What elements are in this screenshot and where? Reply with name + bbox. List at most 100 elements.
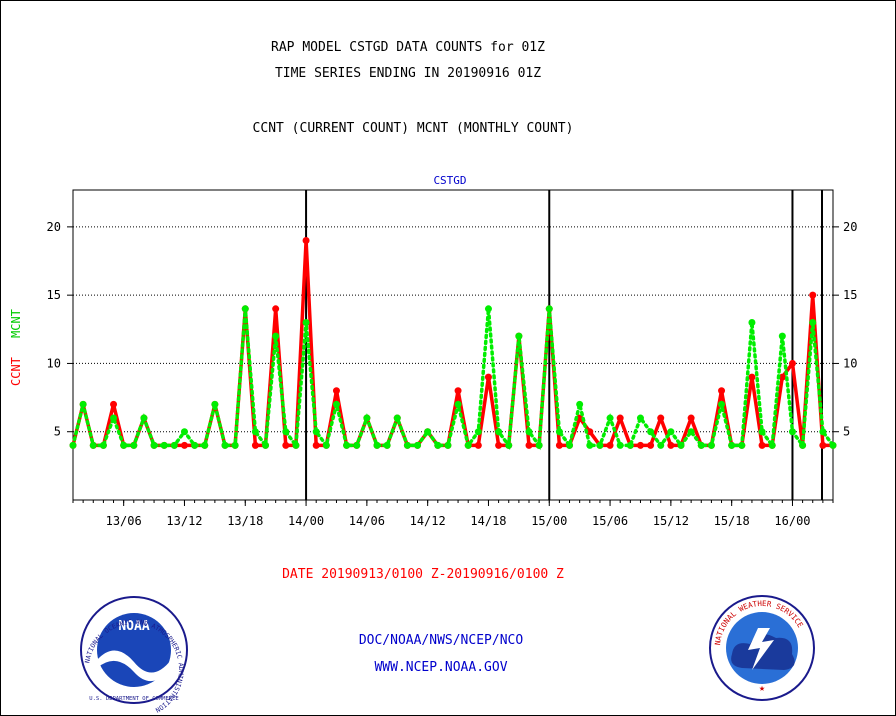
org-line: DOC/NOAA/NWS/NCEP/NCO [359, 633, 524, 648]
plot-border [72, 189, 834, 501]
point-mcnt-9 [160, 441, 168, 449]
point-mcnt-28 [353, 441, 361, 449]
point-mcnt-55 [626, 441, 634, 449]
point-mcnt-1 [79, 400, 87, 408]
point-ccnt-18 [251, 441, 259, 449]
point-ccnt-64 [718, 387, 726, 395]
axes: 5 5 10 10 15 15 20 20 13/06 13/12 13/18 14/00 14/06 1… [47, 189, 857, 528]
point-mcnt-72 [799, 441, 807, 449]
point-mcnt-38 [454, 400, 462, 408]
point-ccnt-24 [312, 441, 320, 449]
point-mcnt-46 [535, 441, 543, 449]
point-ccnt-67 [748, 373, 756, 381]
point-mcnt-31 [383, 441, 391, 449]
station-label: CSTGD [433, 174, 466, 187]
xtick-label-14/00: 14/00 [288, 514, 324, 528]
point-mcnt-62 [697, 441, 705, 449]
grid-lines [73, 226, 833, 433]
point-mcnt-24 [312, 428, 320, 436]
series-line-mcnt [71, 308, 835, 451]
point-mcnt-2 [89, 441, 97, 449]
point-mcnt-34 [414, 441, 422, 449]
point-ccnt-57 [647, 441, 655, 449]
point-mcnt-40 [474, 428, 482, 436]
point-mcnt-3 [99, 441, 107, 449]
point-ccnt-50 [576, 414, 584, 422]
point-mcnt-45 [525, 428, 533, 436]
point-mcnt-67 [748, 318, 756, 326]
point-ccnt-4 [110, 400, 118, 408]
point-mcnt-6 [130, 441, 138, 449]
point-mcnt-7 [140, 414, 148, 422]
point-mcnt-66 [738, 441, 746, 449]
nws-logo: NATIONAL WEATHER SERVICE ★ [709, 595, 815, 701]
point-mcnt-43 [505, 441, 513, 449]
point-mcnt-74 [819, 428, 827, 436]
point-ccnt-45 [525, 441, 533, 449]
point-mcnt-18 [251, 428, 259, 436]
point-mcnt-17 [241, 305, 249, 313]
point-ccnt-70 [778, 373, 786, 381]
point-mcnt-51 [586, 441, 594, 449]
point-mcnt-41 [484, 305, 492, 313]
url-line: WWW.NCEP.NOAA.GOV [374, 660, 507, 675]
point-mcnt-23 [302, 318, 310, 326]
point-mcnt-19 [262, 441, 270, 449]
point-mcnt-32 [393, 414, 401, 422]
point-mcnt-39 [464, 441, 472, 449]
noaa-logo-text: NOAA [118, 619, 149, 634]
point-mcnt-22 [292, 441, 300, 449]
xtick-label-14/06: 14/06 [349, 514, 385, 528]
point-mcnt-44 [515, 332, 523, 340]
point-mcnt-4 [110, 414, 118, 422]
point-mcnt-73 [809, 318, 817, 326]
point-ccnt-23 [302, 237, 310, 245]
point-ccnt-59 [667, 441, 675, 449]
point-mcnt-12 [191, 441, 199, 449]
point-mcnt-60 [677, 441, 685, 449]
point-ccnt-11 [180, 441, 188, 449]
nws-star-icon: ★ [759, 683, 765, 694]
xtick-label-13/18: 13/18 [227, 514, 263, 528]
point-ccnt-73 [809, 291, 817, 299]
xtick-label-16/00: 16/00 [774, 514, 810, 528]
ytick-label-left-20: 20 [47, 220, 61, 234]
point-mcnt-71 [788, 428, 796, 436]
legend-line: CCNT (CURRENT COUNT) MCNT (MONTHLY COUNT… [253, 121, 574, 136]
noaa-logo: NOAA NATIONAL OCEANIC AND ATMOSPHERIC AD… [80, 596, 188, 714]
point-mcnt-47 [545, 305, 553, 313]
point-mcnt-49 [566, 441, 574, 449]
point-ccnt-26 [332, 387, 340, 395]
point-mcnt-52 [596, 441, 604, 449]
point-mcnt-58 [657, 441, 665, 449]
ytick-label-right-20: 20 [843, 220, 857, 234]
xtick-label-15/18: 15/18 [714, 514, 750, 528]
point-ccnt-71 [788, 359, 796, 367]
point-ccnt-53 [606, 441, 614, 449]
chart-title: RAP MODEL CSTGD DATA COUNTS for 01Z [271, 40, 545, 55]
point-mcnt-33 [403, 441, 411, 449]
point-ccnt-38 [454, 387, 462, 395]
point-mcnt-20 [272, 332, 280, 340]
point-mcnt-59 [667, 428, 675, 436]
point-mcnt-64 [718, 400, 726, 408]
date-range: DATE 20190913/0100 Z-20190916/0100 Z [282, 567, 564, 582]
ytick-label-right-15: 15 [843, 288, 857, 302]
point-mcnt-8 [150, 441, 158, 449]
point-ccnt-61 [687, 414, 695, 422]
point-mcnt-10 [170, 441, 178, 449]
ytick-label-right-10: 10 [843, 356, 857, 370]
point-mcnt-57 [647, 428, 655, 436]
point-mcnt-65 [728, 441, 736, 449]
point-mcnt-14 [211, 400, 219, 408]
point-mcnt-54 [616, 441, 624, 449]
point-ccnt-48 [555, 441, 563, 449]
point-mcnt-30 [373, 441, 381, 449]
point-mcnt-68 [758, 428, 766, 436]
point-mcnt-21 [282, 428, 290, 436]
point-mcnt-37 [444, 441, 452, 449]
point-ccnt-68 [758, 441, 766, 449]
point-mcnt-50 [576, 400, 584, 408]
point-mcnt-36 [434, 441, 442, 449]
